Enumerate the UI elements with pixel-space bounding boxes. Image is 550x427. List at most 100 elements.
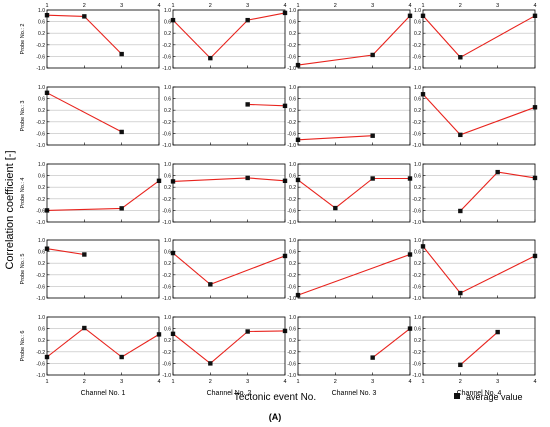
y-tick-label: 0.2 xyxy=(414,185,421,191)
y-tick-label: 1.0 xyxy=(164,8,171,14)
panel-background xyxy=(423,164,535,222)
series-line xyxy=(459,331,499,366)
panel-background xyxy=(47,164,159,222)
x-tick-label-top: 4 xyxy=(533,3,536,9)
y-tick-label: 1.0 xyxy=(414,315,421,321)
x-tick-label: 2 xyxy=(334,379,337,385)
y-tick-label: -0.2 xyxy=(412,43,421,49)
y-tick-label: -0.2 xyxy=(162,43,171,49)
y-axis-label: Correlation coefficient [-] xyxy=(4,150,16,269)
x-tick-label: 2 xyxy=(83,379,86,385)
panel-frame xyxy=(46,86,160,146)
y-tick-label: 0.2 xyxy=(38,338,45,344)
y-tick-label: -0.6 xyxy=(162,208,171,214)
y-tick-label: 0.6 xyxy=(164,327,171,333)
panel-r1-c1: -1.0 -0.6 -0.2 0.2 0.6 1.01 2 3 4 Probe No.: 2 xyxy=(20,3,161,72)
y-tick-label: -0.2 xyxy=(36,197,45,203)
panel-r4-c1: -1.0 -0.6 -0.2 0.2 0.6 1.0 Probe No.: 5 xyxy=(20,238,160,302)
data-point xyxy=(208,282,213,287)
y-tick-label: 0.2 xyxy=(164,338,171,344)
y-tick-label: 0.2 xyxy=(414,108,421,114)
panel-r2-c1: -1.0 -0.6 -0.2 0.2 0.6 1.0 Probe No.: 3 xyxy=(20,85,160,149)
panel-frame xyxy=(422,239,536,299)
row-label: Probe No.: 4 xyxy=(20,178,26,209)
x-tick-label-top: 4 xyxy=(157,3,160,9)
column-title: Channel No. 1 xyxy=(81,390,126,397)
y-tick-label: -0.2 xyxy=(36,43,45,49)
y-tick-label: -0.2 xyxy=(287,273,296,279)
x-tick-label: 1 xyxy=(45,379,48,385)
y-tick-label: -1.0 xyxy=(162,296,171,302)
y-tick-label: 0.2 xyxy=(289,31,296,37)
panel-frame xyxy=(46,9,160,69)
y-tick-label: -0.6 xyxy=(412,361,421,367)
y-tick-label: -0.6 xyxy=(162,284,171,290)
y-tick-label: 1.0 xyxy=(289,238,296,244)
y-tick-label: -0.2 xyxy=(162,120,171,126)
panel-r4-c2: -1.0 -0.6 -0.2 0.2 0.6 1.0 xyxy=(162,238,288,302)
panel-r5-c4: -1.0 -0.6 -0.2 0.2 0.6 1.0 1 2 3 4 Channel No. 4 xyxy=(412,315,536,397)
y-tick-label: -1.0 xyxy=(412,296,421,302)
x-tick-label-top: 3 xyxy=(120,3,123,9)
y-tick-label: 1.0 xyxy=(38,8,45,14)
y-tick-label: 0.2 xyxy=(289,108,296,114)
data-point xyxy=(495,329,500,335)
x-tick-label: 1 xyxy=(421,379,424,385)
y-tick-label: -0.6 xyxy=(36,131,45,137)
y-tick-label: 0.6 xyxy=(289,327,296,333)
y-tick-label: -1.0 xyxy=(36,296,45,302)
row-label: Probe No.: 2 xyxy=(20,24,26,55)
y-tick-label: 0.2 xyxy=(38,108,45,114)
y-tick-label: 0.6 xyxy=(289,97,296,103)
panel-frame xyxy=(46,163,160,223)
panel-frame xyxy=(172,163,286,223)
data-point xyxy=(370,52,375,58)
y-tick-label: -1.0 xyxy=(162,220,171,226)
y-tick-label: -0.2 xyxy=(287,350,296,356)
data-point xyxy=(245,175,250,181)
row-label: Probe No.: 5 xyxy=(20,254,26,285)
x-tick-label: 2 xyxy=(459,379,462,385)
y-tick-label: -0.6 xyxy=(287,208,296,214)
y-tick-label: 0.6 xyxy=(289,174,296,180)
y-tick-label: 0.2 xyxy=(164,31,171,37)
y-tick-label: -0.6 xyxy=(412,131,421,137)
x-tick-label-top: 2 xyxy=(209,3,212,9)
data-point xyxy=(119,51,124,57)
panel-background xyxy=(173,87,285,145)
panel-r1-c4: -1.0 -0.6 -0.2 0.2 0.6 1.01 2 3 4 xyxy=(412,3,538,72)
panel-frame xyxy=(422,86,536,146)
y-tick-label: -0.6 xyxy=(36,361,45,367)
y-tick-label: 1.0 xyxy=(414,85,421,91)
y-tick-label: 1.0 xyxy=(289,315,296,321)
x-tick-label-top: 2 xyxy=(459,3,462,9)
data-point xyxy=(495,169,500,175)
y-tick-label: -0.2 xyxy=(287,197,296,203)
x-tick-label-top: 1 xyxy=(421,3,424,9)
y-tick-label: -1.0 xyxy=(287,143,296,149)
data-point xyxy=(82,14,87,19)
column-title: Channel No. 2 xyxy=(207,390,252,397)
y-tick-label: 0.6 xyxy=(38,327,45,333)
panel-background xyxy=(173,164,285,222)
y-tick-label: 0.2 xyxy=(289,261,296,267)
panel-frame xyxy=(422,9,536,69)
y-tick-label: 1.0 xyxy=(164,315,171,321)
panel-background xyxy=(173,317,285,375)
y-tick-label: -0.2 xyxy=(287,120,296,126)
y-tick-label: 0.6 xyxy=(164,250,171,256)
data-point xyxy=(458,55,463,60)
y-tick-label: 1.0 xyxy=(164,238,171,244)
y-tick-label: 1.0 xyxy=(414,8,421,14)
x-tick-label-top: 1 xyxy=(296,3,299,9)
y-tick-label: -0.2 xyxy=(162,273,171,279)
y-tick-label: -1.0 xyxy=(36,143,45,149)
panel-r4-c4: -1.0 -0.6 -0.2 0.2 0.6 1.0 xyxy=(412,238,538,302)
x-tick-label-top: 3 xyxy=(371,3,374,9)
y-tick-label: -1.0 xyxy=(162,66,171,72)
panel-frame xyxy=(422,316,536,376)
panel-r1-c3: -1.0 -0.6 -0.2 0.2 0.6 1.01 2 3 4 xyxy=(287,3,413,72)
y-tick-label: -0.2 xyxy=(287,43,296,49)
data-point xyxy=(208,55,213,61)
